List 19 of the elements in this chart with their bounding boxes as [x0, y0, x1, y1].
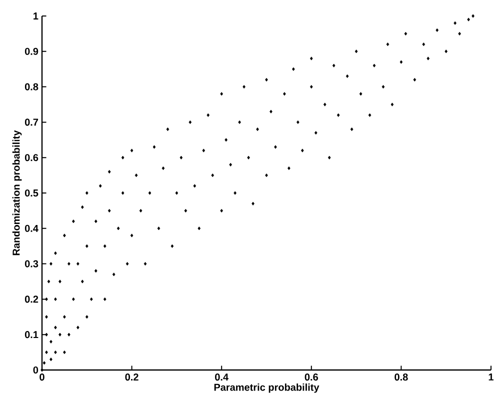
y-tick-label: 1 — [34, 12, 38, 20]
y-tick-label: 0.7 — [24, 118, 38, 126]
x-tick-label: 0.4 — [215, 374, 228, 381]
x-axis-title: Parametric probability — [214, 383, 320, 393]
y-tick-label: 0.3 — [24, 260, 38, 268]
y-tick-label: 0.2 — [24, 296, 38, 303]
y-tick-label: 0.5 — [24, 189, 38, 197]
x-tick-label: 0.6 — [304, 374, 318, 381]
x-tick-label: 0.8 — [394, 374, 408, 381]
y-tick-label: 0.9 — [24, 48, 38, 55]
x-tick-label: 1 — [488, 374, 494, 380]
y-axis-title: Randomization probability — [12, 130, 22, 256]
y-tick-label: 0.4 — [24, 224, 38, 232]
y-tick-label: 0.6 — [24, 154, 38, 162]
y-tick-label: 0.8 — [24, 83, 38, 90]
y-tick-label: 0.1 — [24, 331, 38, 338]
x-tick-label: 0.2 — [125, 374, 138, 381]
x-tick-label: 0 — [40, 374, 44, 381]
y-tick-label: 0 — [33, 366, 38, 374]
